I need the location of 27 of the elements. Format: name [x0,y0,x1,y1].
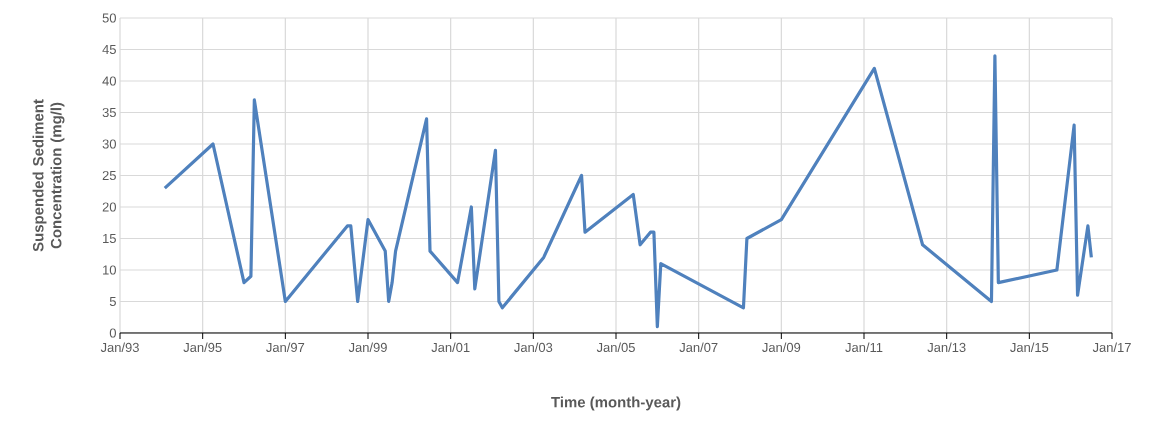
x-tick-label: Jan/93 [100,342,139,353]
x-tick-label: Jan/97 [266,342,305,353]
y-tick-label: 40 [102,76,116,86]
x-tick-label: Jan/17 [1092,342,1131,353]
x-tick-label: Jan/09 [762,342,801,353]
x-axis-title: Time (month-year) [551,396,681,411]
x-tick-label: Jan/11 [845,342,883,353]
line-series [163,54,1093,329]
y-tick-label: 5 [109,296,116,306]
y-tick-label: 25 [102,170,116,181]
x-tick-label: Jan/13 [927,342,966,353]
y-tick-label: 45 [102,44,116,55]
y-tick-label: 30 [102,139,116,149]
y-tick-label: 20 [102,202,116,212]
y-tick-label: 50 [102,13,116,23]
x-tick-label: Jan/05 [596,342,635,353]
x-tick-label: Jan/03 [514,342,553,353]
y-tick-label: 0 [109,328,116,338]
x-tick-label: Jan/01 [431,342,470,353]
x-tick-label: Jan/07 [679,342,718,353]
x-tick-label: Jan/99 [348,342,387,353]
x-tick-label: Jan/15 [1010,342,1049,353]
y-tick-label: 15 [103,233,116,243]
y-tick-label: 10 [103,265,116,275]
x-tick-label: Jan/95 [183,342,222,353]
y-tick-label: 35 [102,107,116,118]
y-axis-title: Suspended Sediment Concentration (mg/l) [32,99,65,252]
